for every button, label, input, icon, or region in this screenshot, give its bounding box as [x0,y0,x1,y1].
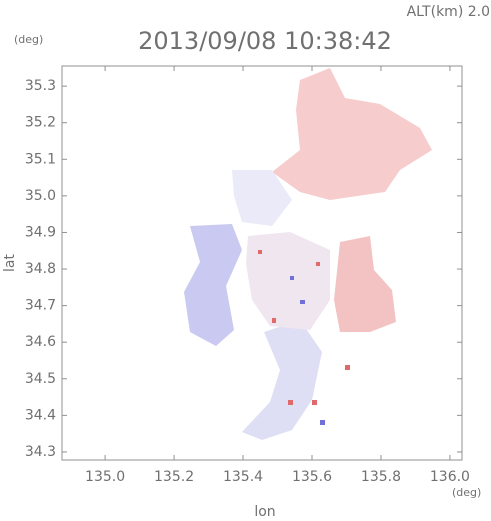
x-tick-label: 135.6 [292,469,332,485]
echo-region [184,224,242,346]
x-tick-label: 135.0 [85,469,125,485]
y-tick-label: 34.3 [25,444,56,460]
y-tick-label: 34.9 [25,224,56,240]
echo-region [242,320,322,440]
x-unit: (deg) [452,486,481,499]
echo-speckle [320,420,325,425]
echo-speckle [290,276,294,280]
plot-frame [61,65,463,461]
y-tick-label: 34.5 [25,371,56,387]
x-tick-label: 135.8 [361,469,401,485]
y-axis-title: lat [2,254,18,272]
x-axis-title: lon [254,504,275,520]
y-tick-label: 34.7 [25,298,56,314]
x-tick-label: 135.2 [154,469,194,485]
chart-title: 2013/09/08 10:38:42 [138,27,392,55]
echo-speckle [345,365,350,370]
echo-region [272,68,432,200]
y-tick-label: 34.4 [25,407,56,423]
echo-speckle [272,318,276,323]
y-tick-label: 35.1 [25,151,56,167]
echo-speckle [288,400,293,405]
x-tick-label: 136.0 [430,469,470,485]
y-tick-label: 34.8 [25,261,56,277]
echo-speckle [316,262,320,266]
y-tick-label: 35.2 [25,115,56,131]
y-tick-label: 35.3 [25,78,56,94]
echo-speckle [258,250,262,254]
y-tick-label: 35.0 [25,188,56,204]
echo-speckle [312,400,317,405]
echo-field [184,68,432,440]
y-tick-label: 34.6 [25,334,56,350]
altitude-label: ALT(km) 2.0 [407,4,490,20]
y-unit: (deg) [14,33,43,46]
echo-region [334,236,396,332]
x-tick-label: 135.4 [223,469,263,485]
echo-region [232,170,292,226]
echo-region [246,232,330,330]
echo-speckle [300,300,305,304]
